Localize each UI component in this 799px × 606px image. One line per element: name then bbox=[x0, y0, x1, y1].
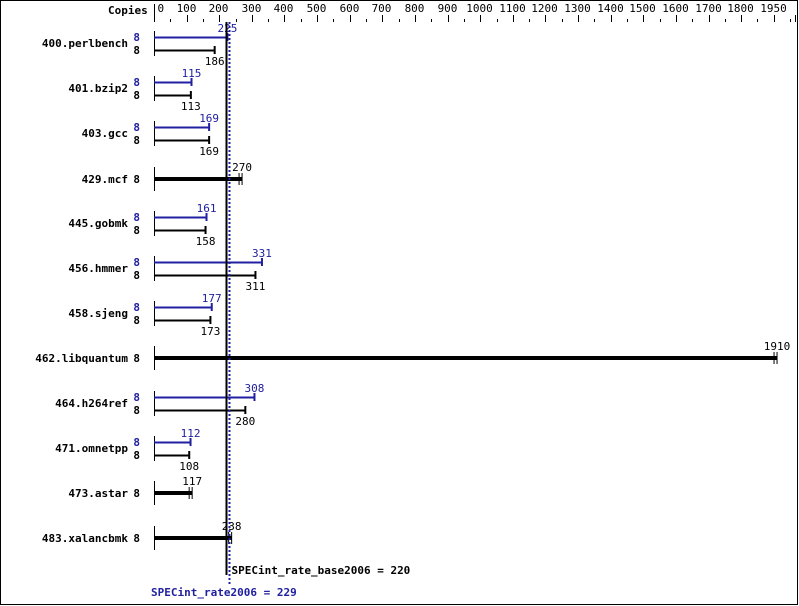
base-copies: 8 bbox=[133, 449, 140, 462]
tick-label: 100 bbox=[177, 2, 197, 15]
tick-label: 0 bbox=[158, 2, 165, 15]
benchmark-473.astar: 473.astar 8 117 bbox=[68, 475, 202, 505]
benchmark-445.gobmk: 445.gobmk 8 161 8 158 bbox=[68, 202, 216, 248]
tick-label: 1600 bbox=[662, 2, 689, 15]
tick-label: 1000 bbox=[466, 2, 493, 15]
benchmark-471.omnetpp: 471.omnetpp 8 112 8 108 bbox=[55, 427, 200, 473]
tick-label: 1100 bbox=[499, 2, 526, 15]
base-value: 173 bbox=[200, 325, 220, 338]
benchmark-name: 456.hmmer bbox=[68, 262, 128, 275]
benchmark-462.libquantum: 462.libquantum 8 1910 bbox=[35, 340, 790, 370]
base-bar bbox=[154, 356, 778, 360]
tick-label: 1700 bbox=[695, 2, 722, 15]
benchmark-name: 483.xalancbmk bbox=[42, 532, 128, 545]
base-bar bbox=[154, 491, 193, 495]
tick-label: 800 bbox=[405, 2, 425, 15]
benchmark-name: 401.bzip2 bbox=[68, 82, 128, 95]
benchmark-458.sjeng: 458.sjeng 8 177 8 173 bbox=[68, 292, 221, 338]
peak-value: 177 bbox=[202, 292, 222, 305]
base-value: 117 bbox=[182, 475, 202, 488]
benchmark-name: 429.mcf bbox=[82, 173, 128, 186]
base-copies: 8 bbox=[133, 352, 140, 365]
benchmark-name: 400.perlbench bbox=[42, 37, 128, 50]
base-value: 270 bbox=[232, 161, 252, 174]
peak-copies: 8 bbox=[133, 121, 140, 134]
base-copies: 8 bbox=[133, 44, 140, 57]
peak-copies: 8 bbox=[133, 256, 140, 269]
axis-label: Copies bbox=[108, 4, 148, 17]
base-copies: 8 bbox=[133, 224, 140, 237]
base-value: 238 bbox=[222, 520, 242, 533]
peak-value: 115 bbox=[182, 67, 202, 80]
peak-metric-label: SPECint_rate2006 = 229 bbox=[151, 586, 297, 599]
peak-value: 112 bbox=[181, 427, 201, 440]
base-copies: 8 bbox=[133, 487, 140, 500]
base-copies: 8 bbox=[133, 173, 140, 186]
benchmark-429.mcf: 429.mcf 8 270 bbox=[82, 161, 252, 191]
base-copies: 8 bbox=[133, 269, 140, 282]
peak-copies: 8 bbox=[133, 76, 140, 89]
tick-label: 1950 bbox=[760, 2, 787, 15]
tick-label: 1500 bbox=[629, 2, 656, 15]
base-metric-label: SPECint_rate_base2006 = 220 bbox=[232, 564, 411, 577]
base-value: 158 bbox=[196, 235, 216, 248]
base-copies: 8 bbox=[133, 314, 140, 327]
base-value: 113 bbox=[181, 100, 201, 113]
benchmark-name: 458.sjeng bbox=[68, 307, 128, 320]
tick-label: 1400 bbox=[597, 2, 624, 15]
benchmark-401.bzip2: 401.bzip2 8 115 8 113 bbox=[68, 67, 201, 113]
peak-value: 308 bbox=[245, 382, 265, 395]
base-bar bbox=[154, 177, 243, 181]
base-value: 186 bbox=[205, 55, 225, 68]
tick-label: 900 bbox=[438, 2, 458, 15]
base-value: 311 bbox=[246, 280, 266, 293]
benchmark-name: 403.gcc bbox=[82, 127, 128, 140]
base-copies: 8 bbox=[133, 89, 140, 102]
tick-label: 500 bbox=[307, 2, 327, 15]
peak-copies: 8 bbox=[133, 211, 140, 224]
benchmark-name: 462.libquantum bbox=[35, 352, 128, 365]
benchmark-name: 471.omnetpp bbox=[55, 442, 128, 455]
base-value: 1910 bbox=[764, 340, 791, 353]
tick-label: 1300 bbox=[564, 2, 591, 15]
benchmark-456.hmmer: 456.hmmer 8 331 8 311 bbox=[68, 247, 272, 293]
base-copies: 8 bbox=[133, 532, 140, 545]
peak-value: 161 bbox=[197, 202, 217, 215]
benchmark-464.h264ref: 464.h264ref 8 308 8 280 bbox=[55, 382, 264, 428]
tick-label: 700 bbox=[372, 2, 392, 15]
base-value: 108 bbox=[179, 460, 199, 473]
peak-copies: 8 bbox=[133, 301, 140, 314]
benchmark-403.gcc: 403.gcc 8 169 8 169 bbox=[82, 112, 219, 158]
base-value: 280 bbox=[235, 415, 255, 428]
base-copies: 8 bbox=[133, 404, 140, 417]
benchmark-name: 473.astar bbox=[68, 487, 128, 500]
peak-copies: 8 bbox=[133, 436, 140, 449]
peak-value: 331 bbox=[252, 247, 272, 260]
tick-label: 1200 bbox=[531, 2, 558, 15]
base-value: 169 bbox=[199, 145, 219, 158]
tick-label: 300 bbox=[242, 2, 262, 15]
peak-value: 169 bbox=[199, 112, 219, 125]
tick-label: 600 bbox=[340, 2, 360, 15]
benchmark-name: 445.gobmk bbox=[68, 217, 128, 230]
tick-label: 1800 bbox=[727, 2, 754, 15]
peak-copies: 8 bbox=[133, 391, 140, 404]
tick-label: 400 bbox=[274, 2, 294, 15]
benchmark-name: 464.h264ref bbox=[55, 397, 128, 410]
tick-label: 200 bbox=[209, 2, 229, 15]
base-bar bbox=[154, 536, 232, 540]
peak-copies: 8 bbox=[133, 31, 140, 44]
base-copies: 8 bbox=[133, 134, 140, 147]
